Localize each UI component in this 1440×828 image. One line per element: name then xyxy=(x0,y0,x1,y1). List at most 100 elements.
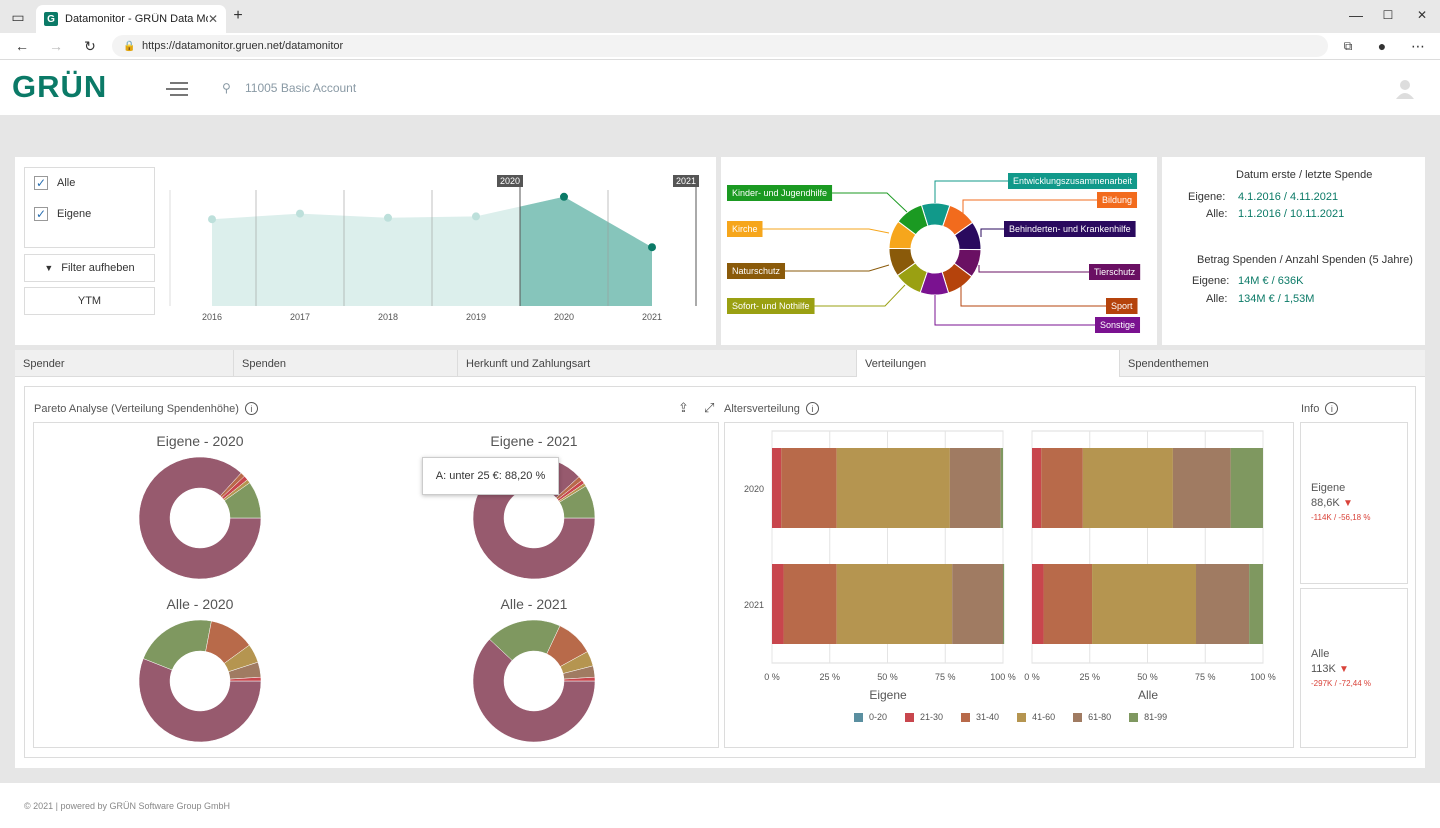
checkbox-eigene-label: Eigene xyxy=(57,208,92,220)
legend-item[interactable]: 81-99 xyxy=(1129,712,1167,722)
alter-bar-chart[interactable]: 0 % 25 % 50 % 75 % 100 % 0 % 25 % 50 % 75 % 100 %… xyxy=(724,422,1294,748)
tab-spender[interactable]: Spender xyxy=(15,350,234,377)
alter-title-text: Altersverteilung xyxy=(724,402,800,415)
tab-herkunft[interactable]: Herkunft und Zahlungsart xyxy=(458,350,857,377)
theme-label-box xyxy=(727,185,833,201)
summary-title-amounts: Betrag Spenden / Anzahl Spenden (5 Jahre… xyxy=(1197,254,1413,266)
donut-slice xyxy=(897,204,929,236)
stacked-bar-segment xyxy=(1041,448,1083,528)
info-alle-label: Alle xyxy=(1311,648,1330,660)
tab-title: Datamonitor - GRÜN Data Monit xyxy=(65,13,208,25)
summary-alle-label: Alle: xyxy=(1206,208,1228,220)
themes-donut-chart[interactable]: Kinder- und Jugendhilfe Kirche Naturschutz… xyxy=(721,157,1157,345)
timeline-year-label: 2019 xyxy=(466,312,486,322)
collections-icon[interactable]: ⧉ xyxy=(1343,38,1353,53)
year-label: 2020 xyxy=(744,484,764,494)
tab-actions-icon[interactable]: ▭ xyxy=(11,8,25,25)
user-avatar-icon[interactable] xyxy=(1396,79,1414,99)
pareto-donuts[interactable] xyxy=(33,422,719,748)
theme-leader-line xyxy=(980,228,1004,237)
info-icon[interactable]: i xyxy=(244,402,258,415)
legend-item[interactable]: 61-80 xyxy=(1073,712,1111,722)
alter-legend: 0-20 21-30 31-40 41-60 61-80 81-99 xyxy=(854,712,1185,722)
hamburger-icon[interactable] xyxy=(166,82,188,96)
pareto-title-alle-2020: Alle - 2020 xyxy=(166,596,234,612)
theme-leader-line xyxy=(814,284,906,307)
filter-icon: ▼ xyxy=(44,263,54,273)
legend-label: 81-99 xyxy=(1144,712,1168,722)
theme-leader-line xyxy=(960,285,1106,307)
tick-label: 75 % xyxy=(935,672,956,682)
theme-leader-line xyxy=(934,180,1008,203)
maximize-icon[interactable]: ☐ xyxy=(1382,8,1394,22)
legend-swatch xyxy=(961,712,971,722)
app-header xyxy=(0,61,1440,115)
timeline-flag-2021[interactable]: 2021 xyxy=(673,175,700,187)
timeline-point xyxy=(208,215,216,224)
legend-label: 31-40 xyxy=(976,712,1000,722)
stacked-bar-segment xyxy=(1000,448,1003,528)
tab-verteilungen[interactable]: Verteilungen xyxy=(857,350,1120,377)
checkbox-eigene[interactable]: ✓ Eigene xyxy=(34,207,91,221)
close-window-icon[interactable]: ✕ xyxy=(1416,8,1428,22)
theme-label: Sport xyxy=(1111,301,1133,311)
profile-icon[interactable]: ● xyxy=(1377,38,1387,54)
pareto-tooltip-text: A: unter 25 €: 88,20 % xyxy=(435,470,546,482)
tick-label: 0 % xyxy=(764,672,780,682)
address-bar[interactable]: 🔒 https://datamonitor.gruen.net/datamoni… xyxy=(112,35,1328,57)
legend-swatch xyxy=(1129,712,1139,722)
timeline-flag-2020[interactable]: 2020 xyxy=(497,175,524,187)
info-icon[interactable]: i xyxy=(1325,402,1339,415)
legend-swatch xyxy=(854,712,863,722)
stacked-bar-segment xyxy=(952,564,1003,644)
theme-label: Tierschutz xyxy=(1094,267,1136,277)
pareto-slice xyxy=(138,658,262,743)
theme-leader-line xyxy=(962,199,1097,214)
fullscreen-icon[interactable]: ⤢ xyxy=(704,400,715,415)
legend-item[interactable]: 0-20 xyxy=(854,712,887,722)
theme-label-box xyxy=(727,298,815,314)
tick-label: 100 % xyxy=(1250,672,1276,682)
alter-title: Altersverteilung i xyxy=(724,402,819,415)
tick-label: 50 % xyxy=(1137,672,1158,682)
legend-swatch xyxy=(905,712,915,722)
forward-icon[interactable]: → xyxy=(49,38,63,54)
timeline-chart[interactable]: 2016 2017 2018 2019 2020 2021 xyxy=(168,170,708,330)
theme-leader-line xyxy=(832,192,908,213)
tab-spendenthemen[interactable]: Spendenthemen xyxy=(1128,357,1209,370)
timeline-point xyxy=(384,213,392,222)
info-eigene-label: Eigene xyxy=(1311,482,1346,494)
tick-label: 25 % xyxy=(819,672,840,682)
legend-item[interactable]: 41-60 xyxy=(1017,712,1055,722)
account-label[interactable]: 11005 Basic Account xyxy=(245,81,357,95)
info-icon[interactable]: i xyxy=(805,402,819,415)
info-eigene-box xyxy=(1300,422,1408,584)
back-icon[interactable]: ← xyxy=(15,38,29,54)
pareto-title: Pareto Analyse (Verteilung Spendenhöhe) i xyxy=(34,402,258,415)
timeline-year-label: 2016 xyxy=(202,312,222,322)
close-tab-icon[interactable]: ✕ xyxy=(207,12,218,26)
new-tab-icon[interactable]: + xyxy=(233,7,243,24)
menu-dots-icon[interactable]: ⋯ xyxy=(1411,37,1425,54)
ytm-button[interactable]: YTM xyxy=(24,287,155,315)
theme-label: Kirche xyxy=(732,224,758,234)
tab-spenden[interactable]: Spenden xyxy=(234,350,458,377)
browser-tab[interactable]: G Datamonitor - GRÜN Data Monit ✕ xyxy=(36,5,226,33)
checkbox-alle[interactable]: ✓ Alle xyxy=(34,176,75,190)
browser-tabstrip xyxy=(0,0,1440,33)
export-icon[interactable]: ⇪ xyxy=(678,400,689,415)
theme-label: Kinder- und Jugendhilfe xyxy=(732,188,827,198)
theme-leader-line xyxy=(978,265,1089,273)
theme-label-box xyxy=(1089,264,1141,280)
theme-label: Behinderten- und Krankenhilfe xyxy=(1009,224,1131,234)
legend-item[interactable]: 21-30 xyxy=(905,712,943,722)
reload-icon[interactable]: ↻ xyxy=(84,37,96,54)
legend-item[interactable]: 31-40 xyxy=(961,712,999,722)
summary-eigene-dates: 4.1.2016 / 4.11.2021 xyxy=(1238,191,1339,203)
stacked-bar-segment xyxy=(783,564,837,644)
stacked-bar-segment xyxy=(1003,564,1005,644)
minimize-icon[interactable]: — xyxy=(1349,7,1363,23)
reset-filter-button[interactable]: ▼ Filter aufheben xyxy=(24,254,155,282)
pareto-slice xyxy=(563,676,596,682)
check-icon: ✓ xyxy=(34,176,48,190)
